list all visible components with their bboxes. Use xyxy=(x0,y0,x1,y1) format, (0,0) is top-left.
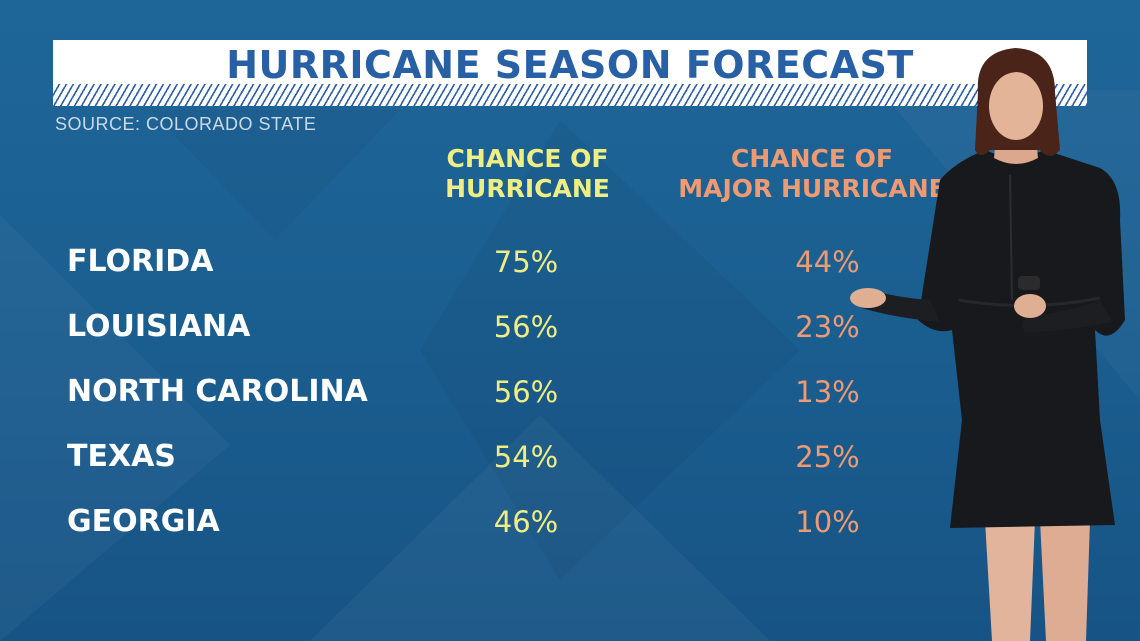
state-label: LOUISIANA xyxy=(67,309,251,344)
state-label: NORTH CAROLINA xyxy=(67,374,368,409)
column-header-major-line2: MAJOR HURRICANE xyxy=(678,174,946,203)
hurricane-chance-value: 75% xyxy=(493,245,559,279)
column-header-hurricane: CHANCE OF HURRICANE xyxy=(420,144,635,204)
title-banner: HURRICANE SEASON FORECAST xyxy=(53,40,1087,106)
state-label: GEORGIA xyxy=(67,504,220,539)
major-hurricane-chance-value: 13% xyxy=(795,375,860,409)
column-header-major-hurricane: CHANCE OF MAJOR HURRICANE xyxy=(662,144,962,204)
state-label: TEXAS xyxy=(67,439,176,474)
column-header-hurricane-line1: CHANCE OF xyxy=(446,144,609,173)
chart-title: HURRICANE SEASON FORECAST xyxy=(226,43,914,87)
hurricane-chance-value: 56% xyxy=(493,375,559,409)
column-header-hurricane-line2: HURRICANE xyxy=(445,174,610,203)
source-note: SOURCE: COLORADO STATE xyxy=(55,114,317,134)
major-hurricane-chance-value: 44% xyxy=(795,245,860,279)
hurricane-chance-value: 46% xyxy=(493,505,559,539)
major-hurricane-chance-value: 23% xyxy=(795,310,860,344)
major-hurricane-chance-value: 25% xyxy=(795,440,860,474)
state-label: FLORIDA xyxy=(67,244,214,279)
title-stripe-pattern xyxy=(53,84,1087,106)
major-hurricane-chance-value: 10% xyxy=(795,505,860,539)
column-header-major-line1: CHANCE OF xyxy=(731,144,893,173)
hurricane-chance-value: 54% xyxy=(493,440,559,474)
hurricane-chance-value: 56% xyxy=(493,310,559,344)
